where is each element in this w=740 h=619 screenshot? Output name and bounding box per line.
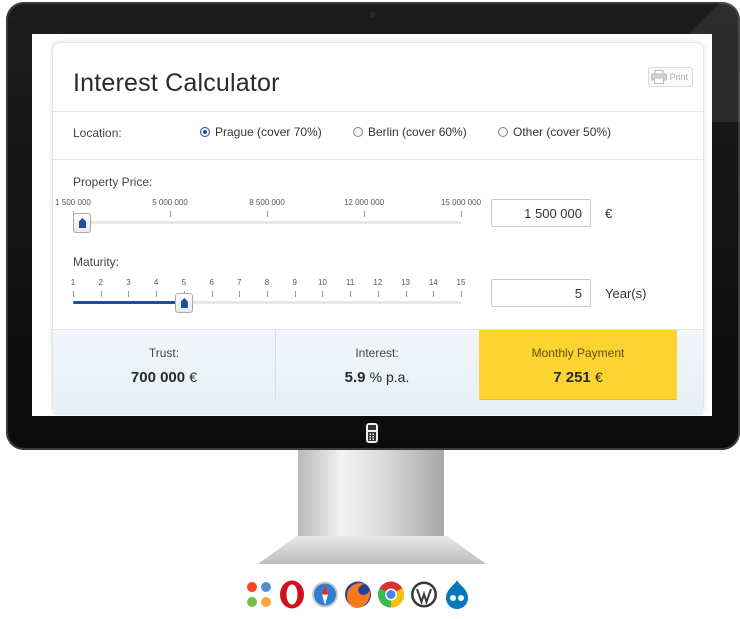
scale-tick: [239, 291, 241, 297]
scale-tick: [100, 291, 102, 297]
monthly-payment-result: Monthly Payment 7 251 €: [479, 330, 677, 400]
monthly-payment-unit: €: [594, 369, 603, 385]
scale-tick: [267, 211, 268, 217]
joomla-app-icon: [366, 423, 378, 443]
drupal-icon: [446, 580, 468, 609]
scale-tick: [211, 291, 213, 297]
interest-unit: % p.a.: [369, 369, 410, 385]
scale-tick: [461, 211, 462, 217]
scale-tick-label: 9: [292, 278, 297, 287]
trust-unit: €: [189, 369, 198, 385]
scale-tick: [156, 291, 158, 297]
radio-prague-label: Prague (cover 70%): [215, 125, 322, 139]
joomla-icon: [247, 582, 271, 607]
scale-tick-label: 4: [153, 278, 159, 287]
maturity-slider-track[interactable]: [73, 301, 461, 304]
interest-result: Interest: 5.9 % p.a.: [275, 330, 479, 400]
trust-label: Trust:: [148, 346, 180, 360]
platform-logos: [244, 578, 472, 611]
divider: [53, 159, 703, 160]
scale-tick: [294, 291, 296, 297]
radio-other[interactable]: Other (cover 50%): [498, 125, 611, 139]
scale-tick-label: 11: [345, 278, 355, 287]
monitor-frame: Interest Calculator Print Location: Prag…: [6, 2, 740, 450]
property-price-slider-track[interactable]: [73, 221, 461, 224]
scale-tick-label: 3: [126, 278, 131, 287]
scale-tick-label: 1 500 000: [55, 198, 91, 207]
scale-tick: [377, 291, 379, 297]
property-price-label: Property Price:: [73, 175, 153, 189]
scale-tick-label: 10: [317, 278, 327, 287]
scale-tick: [73, 291, 74, 297]
scale-tick-label: 5: [181, 278, 187, 287]
maturity-slider-handle[interactable]: [174, 293, 193, 313]
scale-tick-label: 6: [209, 278, 214, 287]
maturity-input[interactable]: [491, 279, 591, 307]
monthly-payment-label: Monthly Payment: [531, 346, 625, 360]
scale-tick-label: 7: [237, 278, 242, 287]
scale-tick-label: 8 500 000: [249, 198, 285, 207]
camera-icon: [370, 12, 375, 17]
scale-tick-label: 5 000 000: [152, 198, 188, 207]
maturity-label: Maturity:: [73, 255, 120, 269]
currency-unit: €: [605, 206, 613, 221]
interest-label: Interest:: [355, 346, 399, 360]
scale-tick: [322, 291, 324, 297]
radio-berlin[interactable]: Berlin (cover 60%): [353, 125, 467, 139]
scale-tick: [128, 291, 130, 297]
radio-other-label: Other (cover 50%): [513, 125, 612, 139]
monthly-payment-value: 7 251 €: [479, 369, 677, 386]
scale-tick: [267, 291, 268, 297]
scale-tick: [433, 291, 435, 297]
radio-other-indicator[interactable]: [498, 127, 508, 137]
opera-icon: [280, 580, 304, 609]
interest-value: 5.9 % p.a.: [275, 369, 479, 386]
radio-prague-indicator[interactable]: [200, 127, 210, 137]
trust-value: 700 000 €: [53, 369, 275, 386]
scale-tick: [170, 211, 171, 217]
scale-tick-label: 1: [70, 278, 76, 287]
scale-tick-label: 15: [456, 278, 466, 287]
maturity-unit: Year(s): [605, 286, 647, 301]
scale-tick-label: 15 000 000: [440, 198, 482, 207]
page-title: Interest Calculator: [73, 69, 280, 97]
divider: [53, 111, 703, 112]
property-price-slider-handle[interactable]: [73, 213, 91, 233]
maturity-slider-fill: [73, 301, 184, 304]
trust-result: Trust: 700 000 €: [53, 330, 275, 400]
monitor-stand: [298, 450, 444, 536]
printer-icon: [651, 70, 668, 84]
results-bar: Trust: 700 000 € Interest: 5.9 % p.a. Mo…: [53, 329, 703, 415]
scale-tick-label: 14: [428, 278, 438, 287]
monitor-screen: Interest Calculator Print Location: Prag…: [32, 34, 712, 416]
trust-amount: 700 000: [130, 369, 186, 386]
firefox-icon: [345, 581, 371, 608]
scale-tick-label: 13: [401, 278, 411, 287]
radio-berlin-label: Berlin (cover 60%): [368, 125, 467, 139]
monthly-payment-amount: 7 251: [553, 369, 591, 386]
print-button[interactable]: Print: [648, 67, 693, 87]
scale-tick-label: 8: [264, 278, 270, 287]
monitor-base: [258, 536, 486, 564]
scale-tick: [461, 291, 462, 297]
scale-tick: [350, 291, 352, 297]
scale-tick: [405, 291, 407, 297]
radio-prague[interactable]: Prague (cover 70%): [200, 125, 322, 139]
interest-amount: 5.9: [344, 369, 366, 386]
divider: [275, 330, 276, 400]
print-label: Print: [669, 72, 688, 82]
safari-icon: [312, 581, 338, 608]
location-label: Location:: [73, 126, 122, 140]
chrome-icon: [377, 581, 405, 608]
interest-calculator-panel: Interest Calculator Print Location: Prag…: [52, 42, 704, 415]
scale-tick-label: 2: [98, 278, 103, 287]
wordpress-icon: [411, 581, 437, 608]
scale-tick-label: 12 000 000: [343, 198, 385, 207]
property-price-input[interactable]: [491, 199, 591, 227]
radio-berlin-indicator[interactable]: [353, 127, 363, 137]
scale-tick: [364, 211, 365, 217]
scale-tick-label: 12: [373, 278, 383, 287]
